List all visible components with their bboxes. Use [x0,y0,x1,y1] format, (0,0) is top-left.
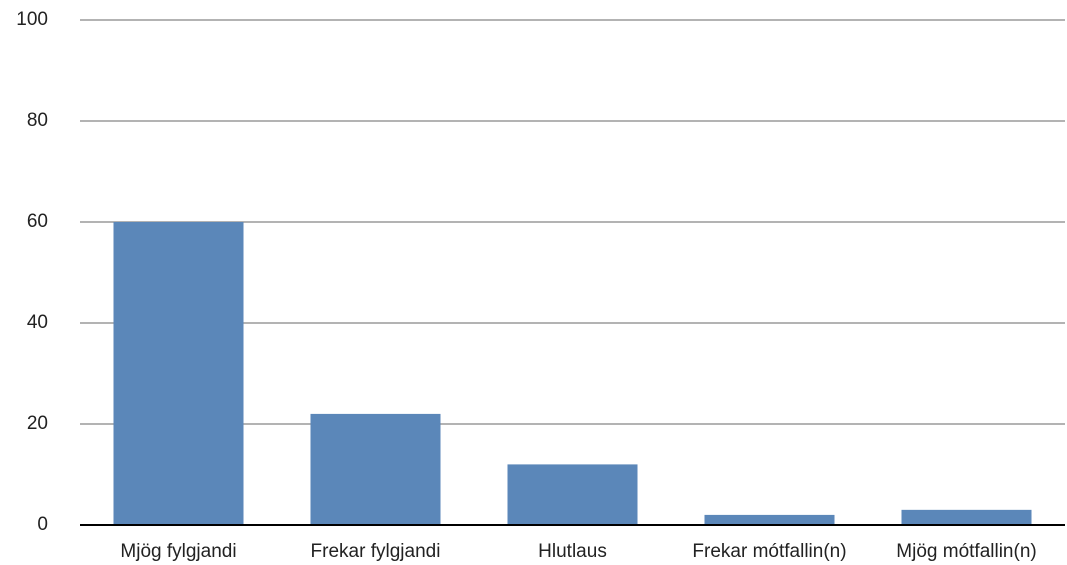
bar [507,464,638,525]
x-tick-label: Frekar mótfallin(n) [692,541,846,562]
y-tick-label: 20 [27,413,48,434]
x-tick-label: Frekar fylgjandi [311,541,441,562]
bar [901,509,1032,525]
y-tick-label: 100 [16,9,48,30]
bar [704,514,835,525]
y-tick-label: 80 [27,110,48,131]
x-tick-label: Mjög fylgjandi [120,541,236,562]
bar [113,222,244,525]
y-tick-label: 0 [37,514,48,535]
x-tick-label: Hlutlaus [538,541,607,562]
x-tick-label: Mjög mótfallin(n) [896,541,1036,562]
y-tick-label: 40 [27,312,48,333]
bar [310,413,441,525]
y-tick-label: 60 [27,211,48,232]
